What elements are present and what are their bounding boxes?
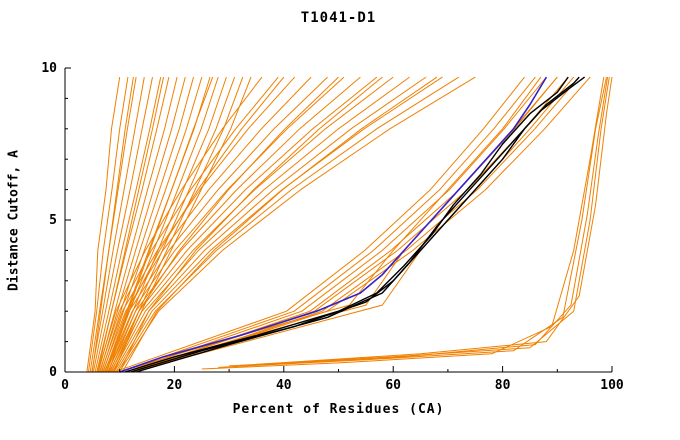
svg-text:0: 0 <box>61 378 69 393</box>
svg-text:40: 40 <box>276 378 292 393</box>
x-axis-label: Percent of Residues (CA) <box>232 402 445 417</box>
chart-title: T1041-D1 <box>300 10 377 26</box>
svg-text:10: 10 <box>41 61 57 76</box>
svg-text:80: 80 <box>495 378 511 393</box>
svg-text:0: 0 <box>49 365 57 380</box>
svg-text:20: 20 <box>167 378 183 393</box>
svg-text:60: 60 <box>385 378 401 393</box>
svg-text:5: 5 <box>49 213 57 228</box>
svg-text:100: 100 <box>600 378 624 393</box>
